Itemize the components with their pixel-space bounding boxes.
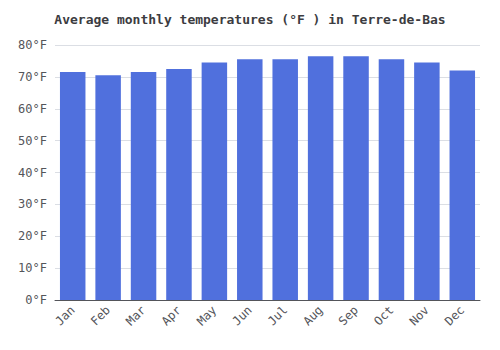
svg-text:Oct: Oct	[371, 303, 396, 328]
svg-text:Jan: Jan	[52, 303, 77, 328]
svg-text:Mar: Mar	[123, 303, 148, 328]
svg-text:Feb: Feb	[88, 303, 113, 328]
svg-text:10°F: 10°F	[18, 261, 47, 275]
svg-text:Aug: Aug	[300, 303, 325, 328]
svg-text:Jun: Jun	[230, 303, 255, 328]
svg-text:Average monthly temperatures (: Average monthly temperatures (°F ) in Te…	[54, 12, 445, 27]
svg-text:40°F: 40°F	[18, 166, 47, 180]
svg-text:Apr: Apr	[159, 303, 184, 328]
svg-text:Sep: Sep	[336, 303, 361, 328]
svg-text:Jul: Jul	[265, 303, 290, 328]
svg-text:0°F: 0°F	[25, 293, 47, 307]
svg-text:May: May	[194, 303, 219, 328]
svg-text:60°F: 60°F	[18, 102, 47, 116]
svg-text:20°F: 20°F	[18, 229, 47, 243]
svg-text:30°F: 30°F	[18, 197, 47, 211]
svg-text:70°F: 70°F	[18, 70, 47, 84]
svg-text:Dec: Dec	[442, 303, 467, 328]
svg-text:Nov: Nov	[407, 303, 432, 328]
svg-text:80°F: 80°F	[18, 38, 47, 52]
svg-text:50°F: 50°F	[18, 134, 47, 148]
